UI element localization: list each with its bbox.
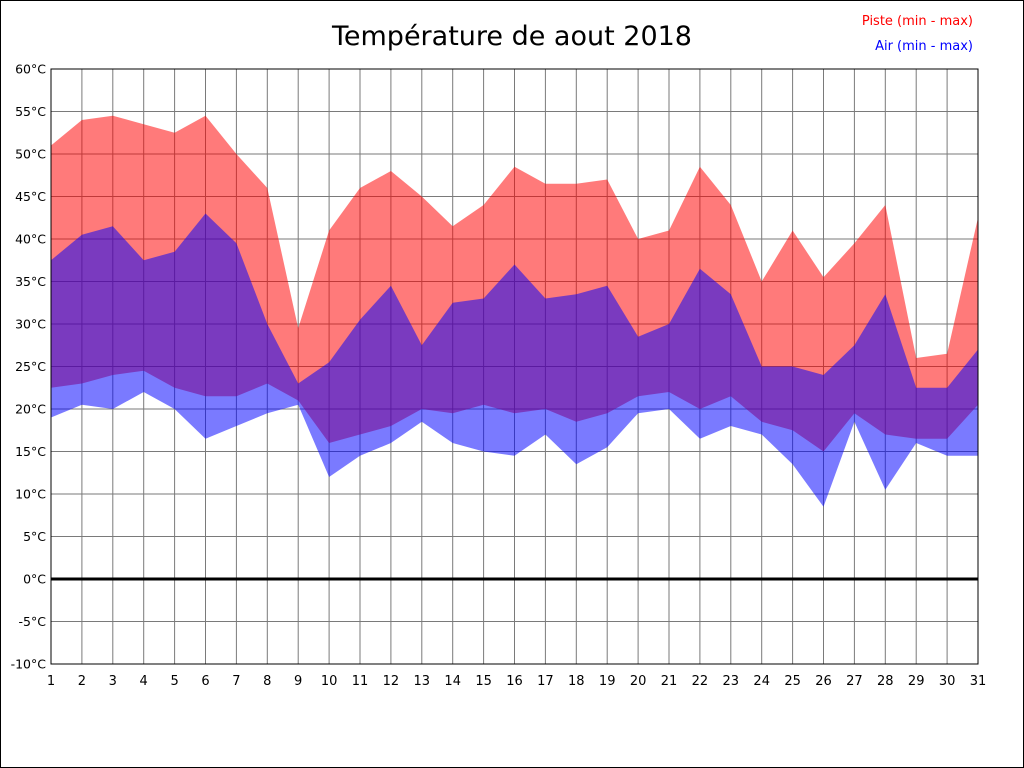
x-tick-label: 15 [475,674,492,689]
x-tick-label: 23 [723,674,740,689]
x-tick-label: 30 [939,674,956,689]
x-tick-label: 12 [383,674,400,689]
y-tick-label: -5°C [19,614,47,629]
y-tick-label: 35°C [15,274,46,289]
x-tick-label: 3 [109,674,117,689]
band-air [51,213,978,507]
x-tick-label: 4 [140,674,148,689]
x-tick-label: 18 [568,674,585,689]
x-tick-label: 24 [753,674,770,689]
x-tick-label: 10 [321,674,338,689]
x-tick-label: 7 [232,674,240,689]
y-tick-label: 55°C [15,104,46,119]
x-tick-label: 19 [599,674,616,689]
x-tick-label: 5 [170,674,178,689]
x-tick-label: 9 [294,674,302,689]
x-tick-label: 6 [201,674,209,689]
x-tick-label: 31 [970,674,987,689]
x-tick-label: 22 [692,674,709,689]
y-tick-label: 45°C [15,189,46,204]
x-tick-label: 27 [846,674,863,689]
x-axis-labels: 1 2 3 4 5 6 7 8 9 10 11 12 13 14 15 16 17 18 19 20 21 22 23 24 2… [47,674,986,689]
x-tick-label: 28 [877,674,894,689]
y-tick-label: 10°C [15,487,46,502]
legend: Piste (min - max) Air (min - max) [862,9,973,59]
chart-title: Température de aout 2018 [331,21,692,52]
x-tick-label: 16 [506,674,523,689]
x-tick-label: 13 [414,674,431,689]
x-tick-label: 29 [908,674,925,689]
y-tick-label: 20°C [15,402,46,417]
x-tick-label: 11 [352,674,369,689]
legend-air: Air (min - max) [875,39,973,54]
y-tick-label: 0°C [23,572,46,587]
y-tick-label: 5°C [23,529,46,544]
plot-border [50,68,979,665]
y-tick-label: 25°C [15,359,46,374]
x-tick-label: 17 [537,674,554,689]
x-tick-label: 21 [661,674,678,689]
y-tick-label: 40°C [15,232,46,247]
legend-piste: Piste (min - max) [861,14,973,29]
y-axis-labels: 60°C 55°C 50°C 45°C 40°C 35°C 30°C 25°C 20°C 15°C… [11,62,47,672]
y-tick-label: 15°C [15,444,46,459]
y-tick-label: 30°C [15,317,46,332]
x-tick-label: 20 [630,674,647,689]
x-tick-label: 1 [47,674,55,689]
x-tick-label: 8 [263,674,271,689]
x-tick-label: 25 [784,674,801,689]
x-tick-label: 2 [78,674,86,689]
x-tick-label: 14 [444,674,461,689]
y-tick-label: -10°C [11,657,47,672]
x-tick-label: 26 [815,674,832,689]
y-tick-label: 60°C [15,62,46,77]
y-tick-label: 50°C [15,147,46,162]
